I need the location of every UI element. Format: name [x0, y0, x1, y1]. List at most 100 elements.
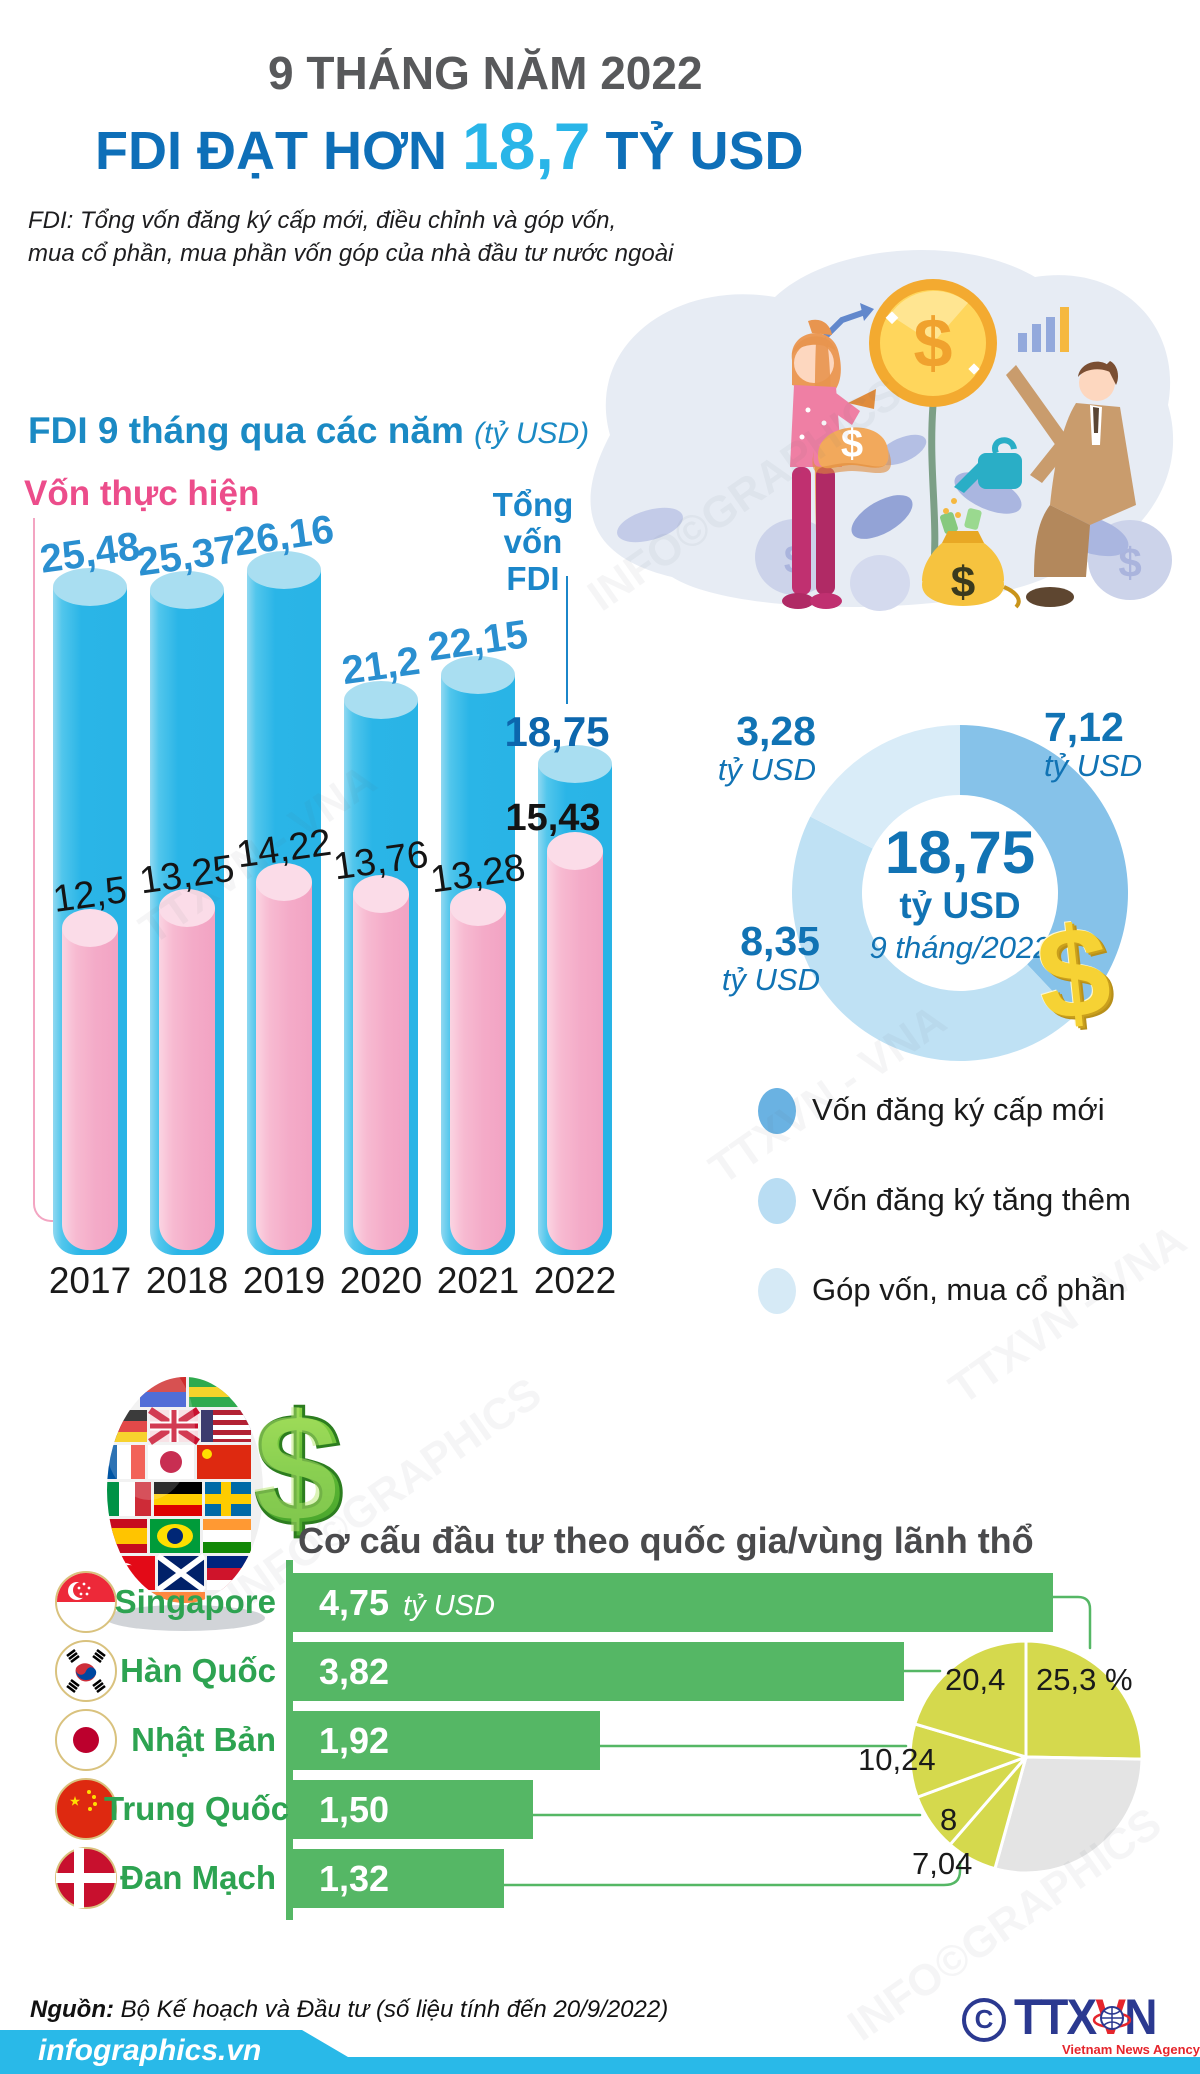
implemented-capital-bar: [353, 875, 409, 1250]
source-note: Nguồn: Bộ Kế hoạch và Đầu tư (số liệu tí…: [30, 1996, 669, 2023]
bar-top: [353, 875, 409, 913]
donut-slice: [810, 725, 960, 849]
gold-coin-icon: $: [869, 279, 997, 407]
country-pie-value: 7,04: [912, 1846, 973, 1881]
ttxvn-logo: TTXVN: [1014, 1989, 1157, 2045]
title-prefix: FDI ĐẠT HƠN: [95, 121, 463, 181]
total-fdi-value: 18,75: [504, 708, 610, 755]
kicker-title: 9 THÁNG NĂM 2022: [268, 47, 703, 99]
page-title: FDI ĐẠT HƠN 18,7 TỶ USD: [95, 108, 804, 184]
flag-icon-dk: [55, 1847, 117, 1909]
country-bar-value: 3,82: [319, 1651, 390, 1692]
implemented-capital-bar: [547, 832, 603, 1250]
country-value-bar: 1,32: [293, 1849, 504, 1908]
donut-slice: [960, 725, 1128, 1016]
year-axis-label: 2020: [339, 1260, 423, 1301]
bar-top: [247, 551, 321, 589]
country-bar-value: 1,32: [319, 1858, 390, 1899]
country-share-pie-chart: [908, 1639, 1144, 1875]
yearly-chart-heading: FDI 9 tháng qua các năm (tỷ USD): [28, 410, 590, 451]
money-bag-icon: $: [812, 389, 892, 474]
country-bar-value: 1,92: [319, 1720, 390, 1761]
bar-top: [450, 888, 506, 926]
year-axis-label: 2021: [436, 1260, 520, 1301]
bar-top: [547, 832, 603, 870]
implemented-capital-bar: [62, 909, 118, 1250]
agency-subtitle: Vietnam News Agency: [1062, 2042, 1200, 2057]
title-suffix: TỶ USD: [590, 121, 804, 181]
svg-text:$: $: [841, 422, 863, 466]
country-label: Đan Mạch: [120, 1859, 276, 1896]
bar-top: [159, 889, 215, 927]
country-value-bar: 1,92: [293, 1711, 600, 1770]
bar-top: [441, 656, 515, 694]
legend-label: Vốn đăng ký cấp mới: [812, 1092, 1105, 1127]
country-label: Nhật Bản: [131, 1721, 276, 1758]
fdi-definition: FDI: Tổng vốn đăng ký cấp mới, điều chỉn…: [28, 207, 674, 267]
legend-label: Góp vốn, mua cổ phần: [812, 1272, 1126, 1307]
legend-label: Vốn đăng ký tăng thêm: [812, 1182, 1131, 1217]
implemented-capital-bar: [256, 863, 312, 1250]
year-axis-label: 2022: [533, 1260, 617, 1301]
country-value-bar: 3,82: [293, 1642, 904, 1701]
woman-figure: [782, 319, 860, 609]
watering-can-icon: [943, 437, 1022, 518]
country-pie-value: 8: [940, 1802, 958, 1837]
bar-top: [256, 863, 312, 901]
flag-icon-sg: [55, 1571, 117, 1633]
watermark-text: TTXVN - VNA: [940, 1215, 1196, 1414]
implemented-capital-bar: [159, 889, 215, 1250]
legend-marker-icon: [758, 1088, 796, 1134]
donut-callout-tang-them: 8,35 tỷ USD: [721, 918, 820, 997]
man-figure: [1006, 361, 1136, 607]
legend-marker-icon: [758, 1178, 796, 1224]
bar-top: [150, 571, 224, 609]
country-label: Hàn Quốc: [120, 1652, 276, 1689]
donut-callout-cap-moi: 7,12 tỷ USD: [1044, 704, 1143, 783]
gold-money-bag-icon: $: [922, 508, 1021, 609]
country-pie-slice: [993, 1755, 1144, 1875]
brand-infographics: infographics.vn: [38, 2034, 262, 2067]
country-pie-value: 10,24: [858, 1742, 936, 1777]
svg-text:$: $: [914, 304, 953, 382]
green-dollar-icon: $: [255, 1380, 344, 1559]
country-bar-value: 4,75 tỷ USD: [319, 1582, 495, 1623]
country-bar-value: 1,50: [319, 1789, 390, 1830]
donut-slice: [792, 816, 1076, 1061]
series-label-tong-von-fdi: Tổng vốn FDI: [492, 486, 574, 597]
hero-illustration: $ $ $: [590, 250, 1174, 611]
copyright-icon: C: [962, 1998, 1006, 2042]
country-bar-unit: tỷ USD: [403, 1590, 495, 1622]
flag-icon-jp: [55, 1709, 117, 1771]
total-fdi-pointer-line: [566, 576, 568, 704]
capital-structure-donut-chart: [792, 725, 1128, 1061]
country-value-bar: 1,50: [293, 1780, 533, 1839]
country-pie-slice: [1024, 1639, 1144, 1761]
svg-text:$: $: [951, 558, 975, 607]
country-pie-slice: [912, 1639, 1028, 1760]
series-label-von-thuc-hien: Vốn thực hiện: [24, 474, 260, 513]
ttxvn-globe-icon: [1092, 2006, 1132, 2030]
bar-top: [538, 745, 612, 783]
gold-dollar-icon: $: [1030, 898, 1117, 1049]
donut-center-label: 18,75 tỷ USD 9 tháng/2022: [869, 819, 1051, 966]
bar-top: [62, 909, 118, 947]
donut-callout-gop-von: 3,28 tỷ USD: [717, 708, 816, 787]
title-value: 18,7: [462, 109, 591, 183]
country-section-title: Cơ cấu đầu tư theo quốc gia/vùng lãnh th…: [298, 1520, 1034, 1561]
year-axis-label: 2017: [48, 1260, 132, 1301]
flag-icon-kr: [55, 1640, 117, 1702]
country-pie-value: 20,4: [945, 1662, 1006, 1697]
country-pie-connectors: [502, 1595, 1092, 1887]
bar-chart-icon: [1018, 307, 1069, 352]
flag-globe-icon: $ $: [105, 1377, 345, 1631]
year-axis-label: 2018: [145, 1260, 229, 1301]
implemented-capital-bar: [450, 888, 506, 1250]
country-pie-value: 25,3 %: [1036, 1662, 1133, 1697]
flag-icon-cn: [55, 1778, 117, 1840]
country-label: Trung Quốc: [104, 1790, 290, 1827]
country-chart-axis: [286, 1560, 293, 1920]
legend-marker-icon: [758, 1268, 796, 1314]
country-label: Singapore: [114, 1583, 276, 1620]
